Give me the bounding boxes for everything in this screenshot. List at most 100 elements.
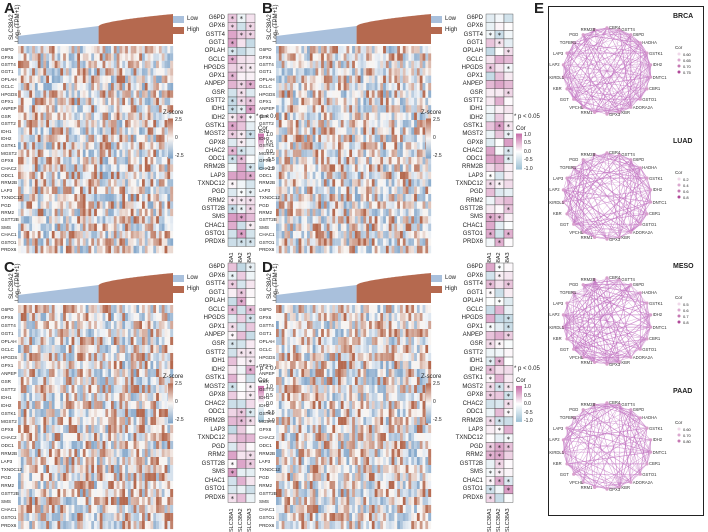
heatmap-cell [66,497,69,505]
heatmap-cell [304,105,307,113]
heatmap-cell [108,425,111,433]
heatmap-cell [287,61,290,69]
heatmap-cell [346,187,349,195]
heatmap-cell [74,120,77,128]
heatmap-cell [338,68,341,76]
heatmap-cell [346,201,349,209]
heatmap-cell [293,238,296,246]
heatmap-cell [83,385,86,393]
heatmap-cell [139,194,142,202]
heatmap-cell [52,457,55,465]
heatmap-cell [24,76,27,84]
heatmap-cell [128,68,131,76]
significance-star: * [249,23,253,31]
heatmap-cell [148,105,151,113]
heatmap-cell [139,98,142,106]
heatmap-cell [392,179,395,187]
heatmap-cell [366,194,369,202]
heatmap-cell [80,393,83,401]
heatmap-cell [363,246,366,254]
heatmap-cell [282,135,285,143]
heatmap-cell [375,164,378,172]
heatmap-cell [344,142,347,150]
corr-row-label: LAP3 [189,172,225,180]
heatmap-cell [29,465,32,473]
corr-cell [495,14,504,22]
heatmap-cell [122,172,125,180]
heatmap-cell [103,127,106,134]
heatmap-cell [400,150,403,158]
heatmap-cell [43,135,46,143]
heatmap-cell [145,120,148,128]
significance-star: * [240,81,244,89]
heatmap-cell [290,231,293,239]
heatmap-cell [103,385,106,393]
heatmap-cell [165,231,168,239]
heatmap-cell [338,120,341,128]
heatmap-cell [60,231,63,239]
heatmap-cell [105,90,108,98]
heatmap-cell [72,313,75,321]
heatmap-cell [114,473,117,481]
heatmap-cell [86,150,89,158]
heatmap-cell [153,68,156,76]
heatmap-cell [86,489,89,497]
heatmap-cell [369,76,372,84]
heatmap-cell [327,98,330,106]
heatmap-cell [150,361,153,369]
heatmap-cell [375,120,378,128]
heatmap-cell [148,313,151,321]
heatmap-cell [420,201,423,209]
heatmap-cell [304,113,307,121]
heatmap-cell [91,231,94,239]
heatmap-cell [111,313,114,321]
heatmap-cell [162,393,165,401]
heatmap-cell [392,238,395,246]
heatmap-cell [88,497,91,505]
heatmap-cell [125,216,128,224]
heatmap-cell [97,98,100,106]
heatmap-cell [88,329,91,337]
heatmap-cell [60,172,63,180]
heatmap-cell [304,98,307,106]
heatmap-cell [131,135,134,143]
heatmap-cell [428,238,431,246]
heatmap-cell [282,172,285,180]
significance-star: * [498,123,502,131]
heatmap-cell [335,179,338,187]
heatmap-cell [282,231,285,239]
heatmap-cell [284,187,287,195]
corr-cell [228,139,237,147]
heatmap-cell [363,98,366,106]
heatmap-cell [117,172,120,180]
heatmap-cell [156,401,159,409]
heatmap-cell [165,417,168,425]
heatmap-cell [167,231,170,239]
heatmap-cell [165,337,168,345]
heatmap-cell [94,238,97,246]
heatmap-cell [80,401,83,409]
heatmap-cell [153,337,156,345]
heatmap-cell [38,61,41,69]
heatmap-cell [57,433,60,441]
heatmap-cell [417,238,420,246]
heatmap-cell [83,433,86,441]
heatmap-cell [119,385,122,393]
heatmap-cell [136,179,139,187]
corr-cell [504,97,513,105]
heatmap-cell [94,120,97,128]
heatmap-cell [408,150,411,158]
heatmap-cell [125,385,128,393]
heatmap-cell [327,150,330,158]
heatmap-cell [327,90,330,98]
heatmap-cell [128,337,131,345]
heatmap-cell [423,142,426,150]
heatmap-cell [38,449,41,457]
heatmap-cell [88,305,91,313]
heatmap-cell [94,209,97,217]
heatmap-cell [57,505,60,513]
heatmap-cell [156,457,159,465]
heatmap-cell [321,246,324,254]
heatmap-cell [400,194,403,202]
heatmap-cell [32,433,35,441]
